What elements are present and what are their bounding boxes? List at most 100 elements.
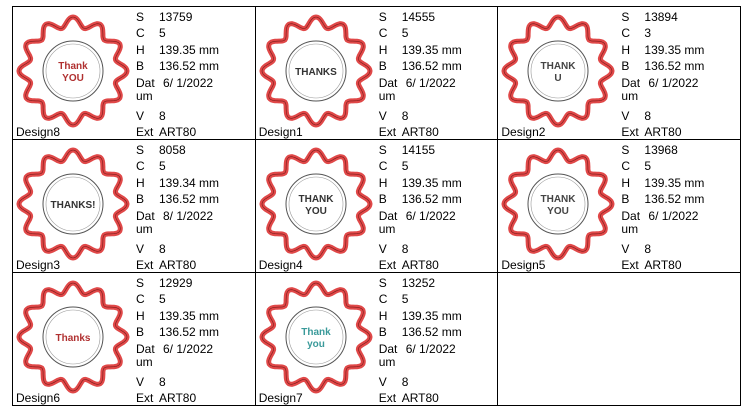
inner-ring — [288, 43, 343, 99]
field-value: 5 — [159, 159, 166, 173]
field-value: ART80 — [159, 258, 197, 272]
field-value: 5 — [401, 159, 409, 173]
field-label: H — [136, 176, 145, 190]
field-label: B — [378, 325, 387, 339]
inner-ring — [42, 40, 104, 102]
field-label: Datum — [378, 342, 398, 369]
field-value: 136.52 mm — [401, 59, 462, 73]
field-value: 8 — [159, 242, 166, 256]
design-art-text: THANK — [298, 194, 334, 205]
field-label: S — [378, 276, 387, 290]
inner-ring — [527, 40, 589, 102]
design-name: Design1 — [258, 125, 303, 139]
field-label: H — [378, 43, 388, 57]
field-label: H — [378, 309, 388, 323]
field-label: H — [136, 43, 145, 57]
field-label: Ext — [378, 125, 397, 139]
inner-ring — [285, 173, 347, 235]
scallop-inner — [18, 282, 128, 392]
inner-ring — [527, 173, 589, 235]
design-name: Design6 — [16, 391, 61, 405]
field-label: C — [136, 26, 145, 40]
design-cell: THANK YOU S 14155 C 5 H 139.35 mm B 136.52 mm Datu… — [254, 139, 499, 273]
scallop-inner — [18, 149, 128, 259]
field-value: 5 — [401, 26, 409, 40]
field-value: ART80 — [159, 391, 197, 405]
field-value: 13252 — [401, 276, 436, 290]
field-value: 136.52 mm — [644, 192, 705, 206]
design-name: Design8 — [16, 125, 61, 139]
field-value: 139.35 mm — [159, 309, 220, 323]
field-value: 8 — [644, 109, 652, 123]
design-cell — [497, 272, 742, 406]
design-cell: Thank you S 13252 C 5 H 139.35 mm B 136.52 mm Datu… — [254, 272, 499, 406]
field-value: 14155 — [401, 143, 436, 157]
field-value: 3 — [644, 26, 652, 40]
design-art-text: YOU — [62, 73, 84, 84]
field-value: 136.52 mm — [159, 325, 220, 339]
field-label: S — [136, 143, 145, 157]
inner-ring — [285, 306, 347, 368]
design-art-text: YOU — [305, 206, 327, 217]
field-value: 12929 — [159, 276, 193, 290]
inner-ring — [288, 176, 343, 232]
field-label: V — [136, 109, 145, 123]
field-label: S — [621, 10, 630, 24]
design-cell: Thank YOU S 13759 C 5 H 139.35 mm B 136.52 mm Datu… — [12, 6, 256, 140]
field-value: 139.35 mm — [401, 309, 462, 323]
field-value: 6/ 1/2022 — [648, 209, 699, 223]
field-label: H — [136, 309, 145, 323]
design-art-text: THANK — [541, 194, 577, 205]
field-label: Ext — [136, 258, 154, 272]
field-label: C — [136, 159, 145, 173]
field-label: Ext — [136, 125, 154, 139]
design-name: Design2 — [501, 125, 546, 139]
field-label: S — [378, 10, 387, 24]
field-label: S — [136, 10, 145, 24]
field-value: 139.34 mm — [159, 176, 220, 190]
field-value: 6/ 1/2022 — [163, 342, 214, 356]
field-value: ART80 — [644, 258, 682, 272]
design-art-text: U — [555, 73, 562, 84]
field-label: B — [621, 59, 630, 73]
scallop-inner — [504, 149, 613, 259]
design-image: THANKS! — [16, 147, 130, 261]
inner-ring — [42, 306, 104, 368]
field-label: Datum — [136, 76, 155, 103]
field-value: 5 — [401, 292, 409, 306]
design-art-text: THANK — [541, 61, 577, 72]
field-label: V — [378, 109, 387, 123]
design-art-text: THANKS — [295, 67, 337, 78]
design-cell: THANK U S 13894 C 3 H 139.35 mm B 136.52 mm Datum 6… — [497, 6, 742, 140]
field-value: 8 — [159, 375, 166, 389]
field-label: B — [136, 59, 145, 73]
field-label: S — [621, 143, 630, 157]
field-label: V — [378, 375, 387, 389]
field-value: 6/ 1/2022 — [405, 342, 456, 356]
field-label: Datum — [378, 76, 398, 103]
scallop-inner — [18, 16, 128, 126]
field-label: Datum — [378, 209, 398, 236]
field-value: 8 — [401, 242, 409, 256]
field-label: Ext — [136, 391, 154, 405]
field-value: ART80 — [401, 391, 439, 405]
inner-ring — [45, 176, 101, 232]
design-art-text: Thank — [301, 327, 331, 338]
field-value: 139.35 mm — [159, 43, 220, 57]
field-label: B — [621, 192, 630, 206]
field-value: 139.35 mm — [401, 176, 462, 190]
field-value: 5 — [159, 26, 166, 40]
design-art-text: Thanks — [55, 333, 90, 344]
field-label: V — [136, 375, 145, 389]
field-label: B — [136, 192, 145, 206]
field-label: V — [378, 242, 387, 256]
field-value: 6/ 1/2022 — [405, 76, 456, 90]
field-label: V — [621, 109, 630, 123]
inner-ring — [531, 43, 586, 99]
field-label: S — [378, 143, 387, 157]
